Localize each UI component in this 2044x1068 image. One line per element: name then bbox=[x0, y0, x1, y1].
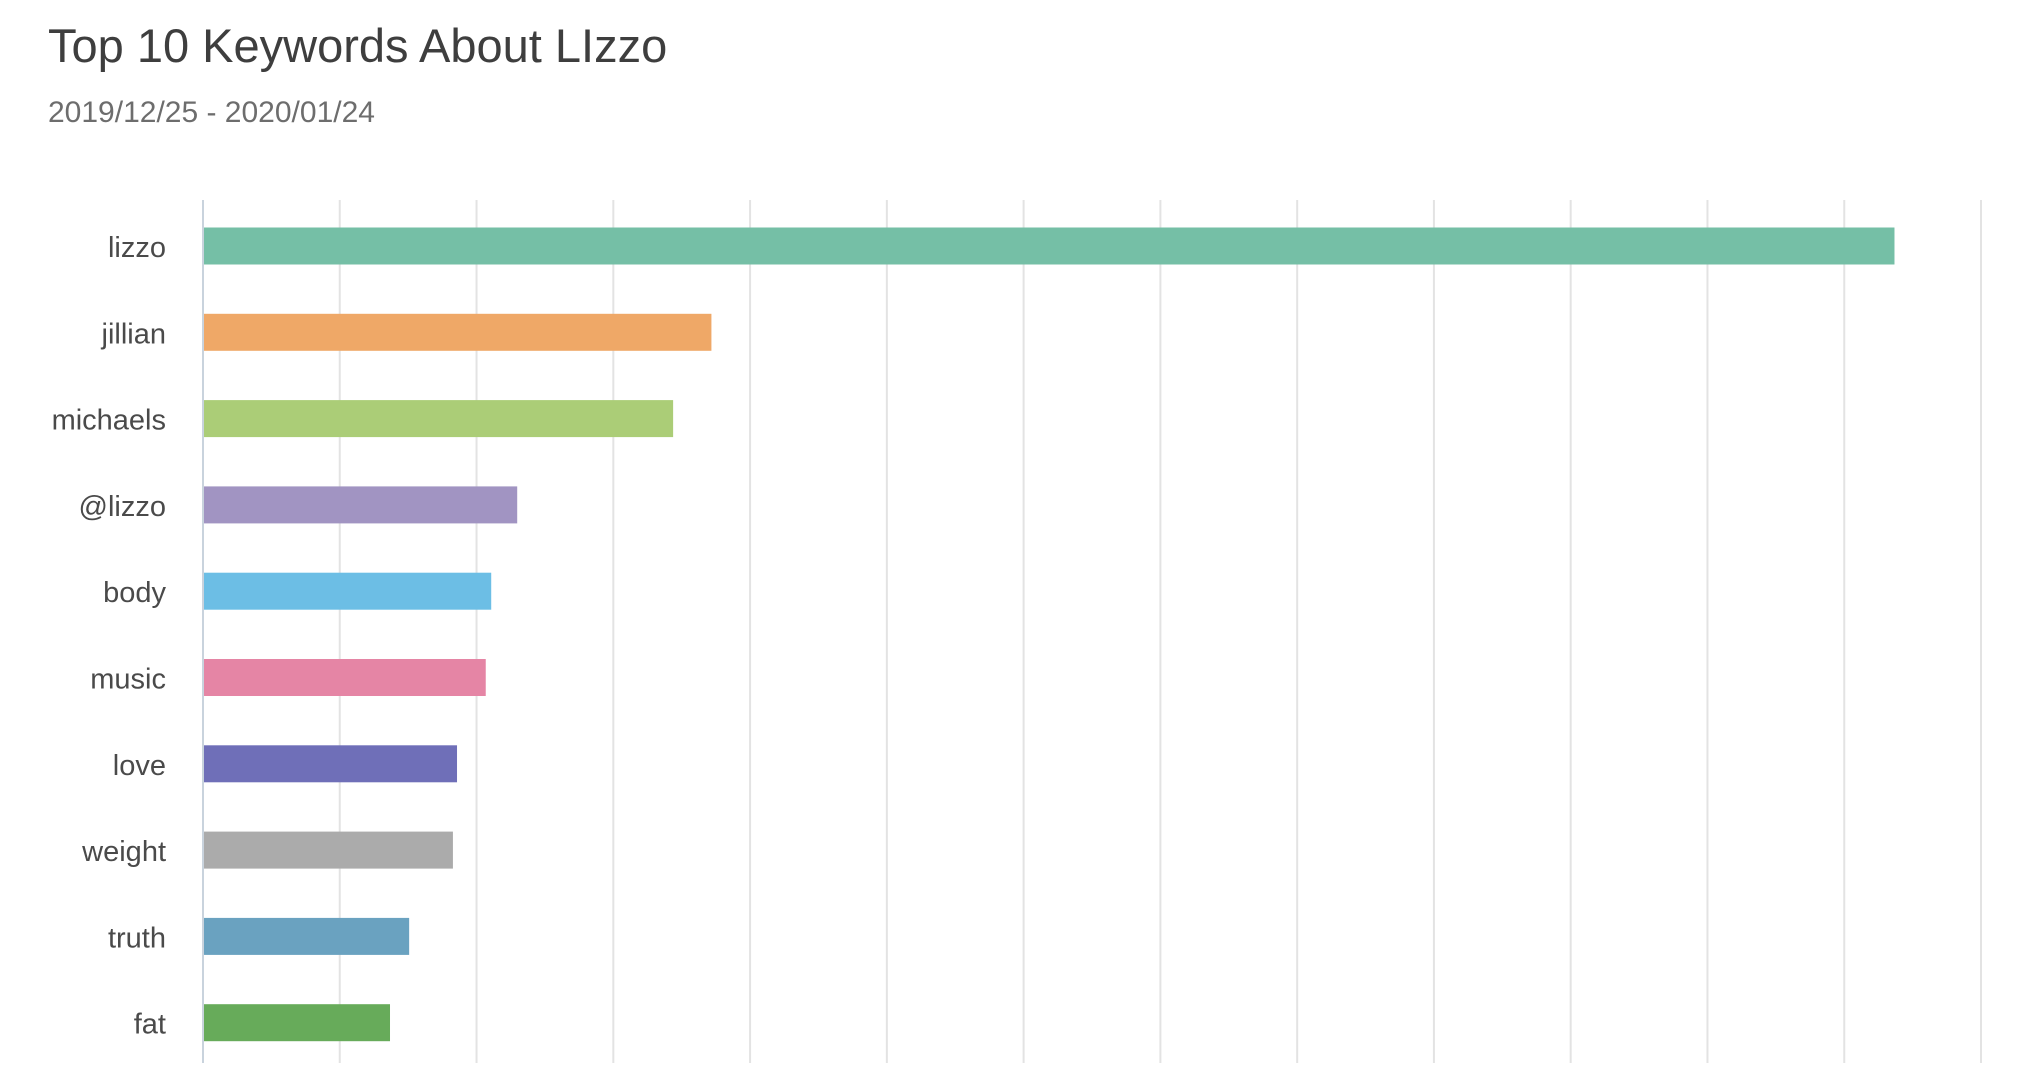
bar-weight bbox=[204, 831, 453, 869]
bar-jillian bbox=[204, 313, 712, 351]
bar-lizzo bbox=[204, 227, 1895, 265]
bar-truth bbox=[204, 917, 410, 955]
bar-michaels bbox=[204, 400, 674, 438]
category-label: jillian bbox=[101, 318, 166, 350]
category-label: weight bbox=[81, 836, 166, 868]
category-label: fat bbox=[134, 1009, 166, 1041]
bar-body bbox=[204, 572, 492, 610]
grid-lines bbox=[338, 200, 1983, 1063]
bar-love bbox=[204, 745, 458, 783]
category-label: truth bbox=[108, 922, 166, 954]
bar-lizzo bbox=[204, 486, 518, 524]
category-label: body bbox=[103, 577, 166, 609]
category-label: lizzo bbox=[108, 232, 166, 264]
category-label: music bbox=[90, 664, 166, 696]
category-label: @lizzo bbox=[79, 491, 166, 523]
category-label: love bbox=[113, 750, 166, 782]
category-label: michaels bbox=[52, 405, 166, 437]
bars bbox=[204, 227, 1895, 1042]
bar-fat bbox=[204, 1004, 391, 1042]
category-labels: lizzo jillian michaels @lizzo body music love w… bbox=[52, 232, 167, 1041]
chart-title: Top 10 Keywords About LIzzo bbox=[48, 19, 668, 72]
chart-subtitle: 2019/12/25 - 2020/01/24 bbox=[48, 96, 375, 129]
bar-music bbox=[204, 659, 486, 696]
